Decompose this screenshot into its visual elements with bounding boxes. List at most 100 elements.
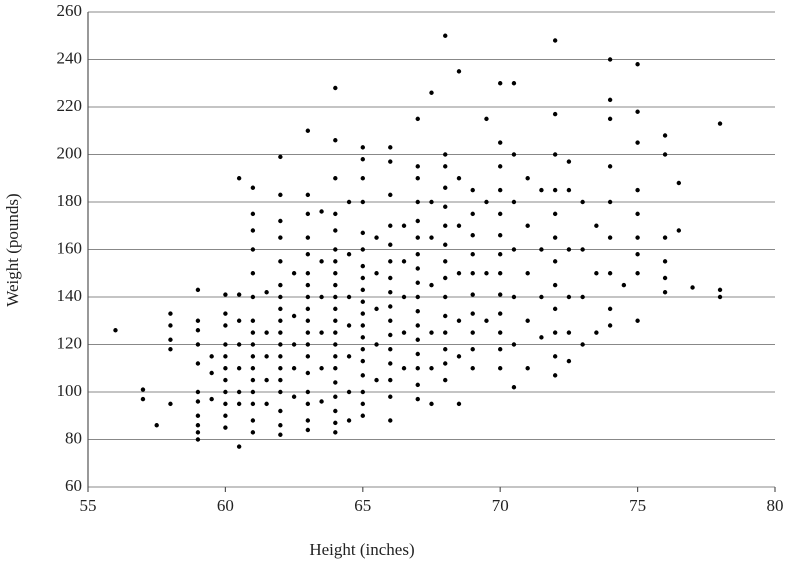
- point: [443, 377, 448, 383]
- point: [305, 128, 311, 133]
- point: [415, 266, 420, 271]
- point: [717, 121, 723, 126]
- point: [621, 282, 627, 288]
- point: [456, 354, 462, 359]
- point: [607, 97, 613, 103]
- y-tick-label: 200: [57, 143, 83, 162]
- point: [470, 292, 475, 297]
- point: [305, 389, 311, 395]
- point: [662, 290, 668, 295]
- point: [360, 311, 365, 316]
- point: [168, 337, 173, 342]
- point: [443, 294, 448, 300]
- point: [346, 199, 352, 205]
- point: [305, 401, 311, 407]
- x-tick-label: 55: [80, 496, 97, 515]
- point: [607, 57, 613, 62]
- point: [498, 330, 503, 335]
- point: [511, 294, 517, 300]
- point: [195, 361, 201, 366]
- point: [662, 259, 668, 264]
- point: [539, 294, 544, 300]
- x-tick-label: 70: [492, 496, 509, 515]
- point: [429, 90, 434, 95]
- point: [333, 330, 338, 335]
- point: [566, 187, 572, 193]
- point: [223, 425, 228, 430]
- point: [388, 192, 393, 198]
- point: [635, 318, 640, 323]
- point: [388, 159, 393, 164]
- point: [415, 382, 420, 388]
- point: [388, 318, 393, 323]
- point: [580, 294, 585, 300]
- point: [374, 235, 379, 240]
- point: [498, 271, 503, 276]
- point: [401, 223, 407, 228]
- point: [305, 271, 311, 276]
- point: [360, 287, 365, 293]
- point: [635, 211, 640, 217]
- point: [140, 387, 146, 392]
- point: [662, 235, 668, 240]
- point: [250, 318, 256, 323]
- point: [236, 444, 242, 449]
- point: [484, 199, 489, 205]
- point: [305, 330, 311, 335]
- point: [415, 309, 420, 314]
- point: [305, 418, 311, 423]
- point: [360, 263, 365, 269]
- point: [319, 366, 324, 371]
- point: [498, 366, 503, 371]
- point: [388, 394, 393, 399]
- point: [333, 354, 338, 359]
- point: [470, 347, 475, 352]
- point: [168, 401, 173, 407]
- point: [154, 423, 159, 428]
- point: [195, 423, 201, 428]
- point: [443, 204, 448, 209]
- point: [305, 282, 311, 288]
- point: [360, 299, 365, 304]
- point: [594, 271, 599, 276]
- point: [333, 211, 338, 217]
- point: [662, 152, 668, 157]
- point: [360, 275, 365, 281]
- point: [388, 223, 393, 228]
- y-tick-label: 240: [57, 48, 83, 67]
- point: [566, 330, 572, 335]
- point: [429, 401, 434, 407]
- point: [415, 396, 420, 402]
- point: [264, 401, 269, 407]
- point: [388, 275, 393, 281]
- point: [566, 159, 572, 164]
- point: [443, 330, 448, 335]
- point: [552, 235, 558, 240]
- point: [401, 366, 407, 371]
- point: [223, 377, 228, 383]
- point: [552, 111, 558, 117]
- point: [360, 247, 365, 252]
- point: [415, 294, 420, 300]
- x-tick-label: 75: [629, 496, 646, 515]
- point: [443, 361, 448, 366]
- point: [607, 306, 613, 312]
- point: [278, 306, 283, 312]
- point: [333, 259, 338, 264]
- point: [305, 211, 311, 217]
- point: [278, 192, 283, 198]
- point: [580, 247, 585, 252]
- point: [305, 370, 311, 376]
- point: [360, 323, 365, 328]
- point: [305, 235, 311, 240]
- point: [278, 259, 283, 264]
- point: [525, 271, 530, 276]
- point: [250, 247, 256, 252]
- point: [278, 354, 283, 359]
- point: [456, 318, 462, 323]
- point: [429, 366, 434, 371]
- point: [195, 437, 201, 442]
- point: [429, 282, 434, 288]
- point: [415, 218, 420, 224]
- point: [305, 192, 311, 198]
